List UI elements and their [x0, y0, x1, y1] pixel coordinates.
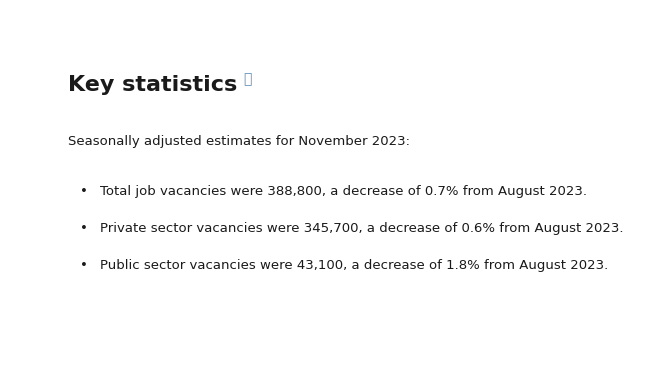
Text: •: •	[80, 259, 88, 272]
Text: Key statistics: Key statistics	[68, 75, 237, 95]
Text: Private sector vacancies were 345,700, a decrease of 0.6% from August 2023.: Private sector vacancies were 345,700, a…	[100, 222, 624, 235]
Text: •: •	[80, 222, 88, 235]
Text: Public sector vacancies were 43,100, a decrease of 1.8% from August 2023.: Public sector vacancies were 43,100, a d…	[100, 259, 608, 272]
Text: ⛗: ⛗	[243, 72, 251, 86]
Text: Seasonally adjusted estimates for November 2023:: Seasonally adjusted estimates for Novemb…	[68, 135, 410, 148]
Text: •: •	[80, 185, 88, 198]
Text: Total job vacancies were 388,800, a decrease of 0.7% from August 2023.: Total job vacancies were 388,800, a decr…	[100, 185, 587, 198]
